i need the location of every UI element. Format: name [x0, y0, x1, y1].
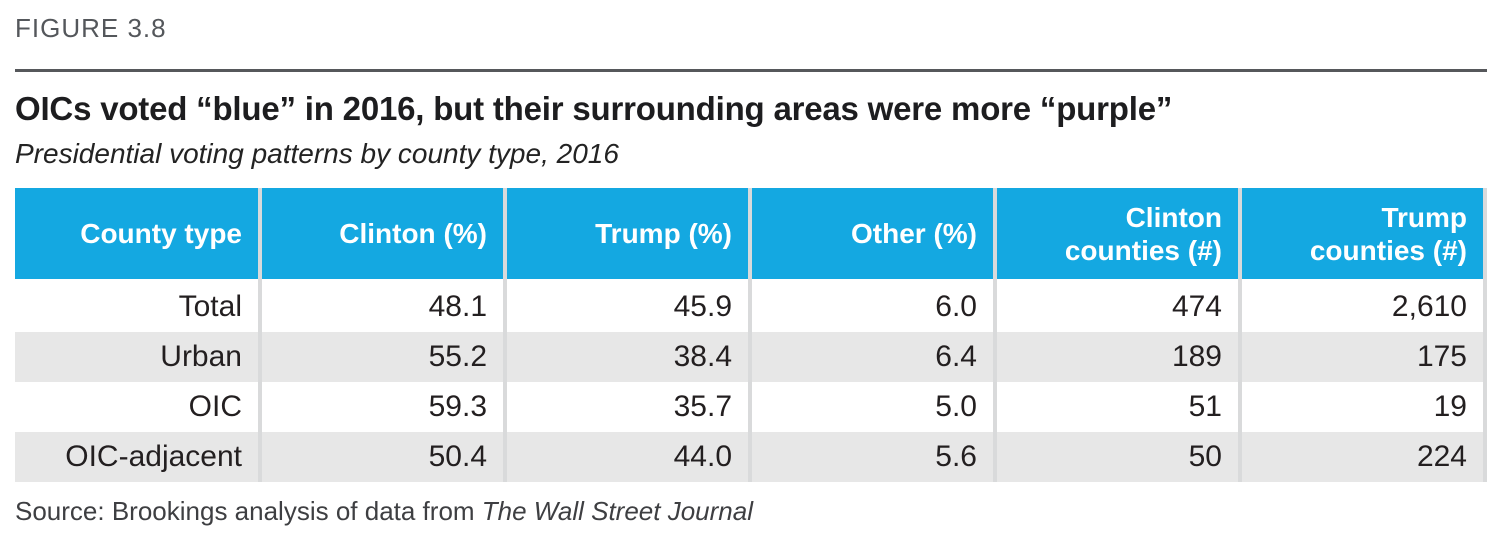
table-cell: 474	[995, 280, 1242, 332]
figure-container: FIGURE 3.8 OICs voted “blue” in 2016, bu…	[15, 13, 1487, 526]
table-row: OIC-adjacent 50.4 44.0 5.6 50 224	[15, 432, 1487, 482]
column-header: Other (%)	[750, 188, 997, 282]
table-cell: 175	[1240, 332, 1487, 382]
table-cell: 50	[995, 432, 1242, 482]
source-text: Source: Brookings analysis of data from	[15, 496, 482, 526]
table-cell: 6.0	[750, 280, 997, 332]
table-cell: 45.9	[505, 280, 752, 332]
table-header: County type Clinton (%) Trump (%) Other (%)…	[15, 188, 1487, 282]
column-header: Trump (%)	[505, 188, 752, 282]
divider-rule	[15, 69, 1487, 72]
source-publication: The Wall Street Journal	[481, 496, 753, 526]
table-cell: 5.0	[750, 382, 997, 432]
table-body: Total 48.1 45.9 6.0 474 2,610 Urban 55.2 38.4 6.4…	[15, 280, 1487, 482]
column-header: County type	[15, 188, 262, 282]
table-row: Total 48.1 45.9 6.0 474 2,610	[15, 280, 1487, 332]
table-row: OIC 59.3 35.7 5.0 51 19	[15, 382, 1487, 432]
table-cell: 5.6	[750, 432, 997, 482]
column-header: Clinton counties (#)	[995, 188, 1242, 282]
table-cell: 6.4	[750, 332, 997, 382]
table-row: Urban 55.2 38.4 6.4 189 175	[15, 332, 1487, 382]
figure-label: FIGURE 3.8	[15, 13, 167, 43]
table-cell: 44.0	[505, 432, 752, 482]
table-cell: 51	[995, 382, 1242, 432]
table-cell: 35.7	[505, 382, 752, 432]
row-label: Urban	[15, 332, 262, 382]
figure-title: OICs voted “blue” in 2016, but their sur…	[15, 90, 1173, 127]
row-label: OIC-adjacent	[15, 432, 262, 482]
table-cell: 19	[1240, 382, 1487, 432]
column-header: Trump counties (#)	[1240, 188, 1487, 282]
row-label: Total	[15, 280, 262, 332]
table-cell: 189	[995, 332, 1242, 382]
figure-subtitle: Presidential voting patterns by county t…	[15, 138, 619, 169]
table-cell: 50.4	[260, 432, 507, 482]
table-cell: 55.2	[260, 332, 507, 382]
table-cell: 38.4	[505, 332, 752, 382]
voting-patterns-table: County type Clinton (%) Trump (%) Other (%)…	[15, 188, 1487, 482]
table-header-row: County type Clinton (%) Trump (%) Other (%)…	[15, 188, 1487, 282]
source-note: Source: Brookings analysis of data from …	[15, 496, 1487, 526]
table-cell: 2,610	[1240, 280, 1487, 332]
table-cell: 59.3	[260, 382, 507, 432]
column-header: Clinton (%)	[260, 188, 507, 282]
table-cell: 224	[1240, 432, 1487, 482]
table-cell: 48.1	[260, 280, 507, 332]
row-label: OIC	[15, 382, 262, 432]
